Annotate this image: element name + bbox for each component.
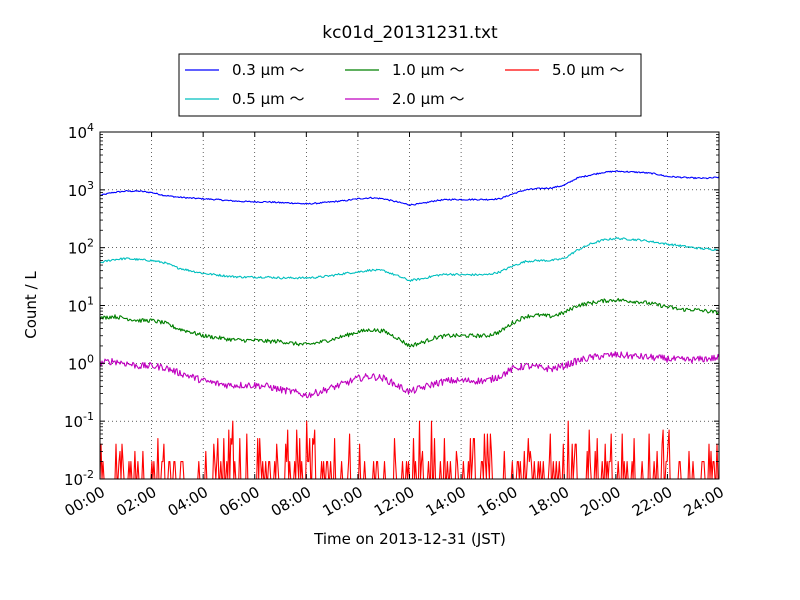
x-tick-label: 02:00 xyxy=(113,483,159,520)
legend-label-4: 2.0 μm ～ xyxy=(392,90,465,108)
legend: 0.3 μm ～ 0.5 μm ～ 1.0 μm ～ 2.0 μm ～ 5.0 μm ～ xyxy=(178,53,642,117)
grid xyxy=(99,131,720,480)
y-axis-label: Count / L xyxy=(22,271,40,339)
x-tick-label: 18:00 xyxy=(526,483,572,520)
series-line-3 xyxy=(99,297,720,348)
y-tick-label: 101 xyxy=(68,295,94,316)
y-tick-label: 103 xyxy=(68,179,94,200)
series-line-4 xyxy=(99,351,720,399)
x-axis-label: Time on 2013-12-31 (JST) xyxy=(313,530,506,548)
y-axis: 10-2 10-1 100 101 102 103 104 xyxy=(64,121,719,489)
series-line-5 xyxy=(99,420,719,480)
y-tick-label: 10-1 xyxy=(64,410,94,431)
y-tick-label: 10-2 xyxy=(64,468,94,489)
x-tick-label: 12:00 xyxy=(371,483,417,520)
x-tick-label: 14:00 xyxy=(423,483,469,520)
x-tick-label: 24:00 xyxy=(681,483,727,520)
y-tick-label: 104 xyxy=(68,121,94,142)
series-line-1 xyxy=(99,170,720,207)
x-tick-label: 08:00 xyxy=(268,483,314,520)
x-tick-label: 04:00 xyxy=(165,483,211,520)
legend-label-5: 5.0 μm ～ xyxy=(552,61,625,79)
legend-label-3: 1.0 μm ～ xyxy=(392,61,465,79)
x-tick-label: 16:00 xyxy=(474,483,520,520)
chart-title: kc01d_20131231.txt xyxy=(322,23,498,43)
x-tick-label: 22:00 xyxy=(629,483,675,520)
x-tick-label: 06:00 xyxy=(216,483,262,520)
x-tick-label: 10:00 xyxy=(319,483,365,520)
legend-label-2: 0.5 μm ～ xyxy=(232,90,305,108)
series-line-2 xyxy=(99,236,720,282)
x-tick-label: 20:00 xyxy=(577,483,623,520)
y-tick-label: 100 xyxy=(68,352,94,373)
y-tick-label: 102 xyxy=(68,237,94,258)
legend-box xyxy=(178,53,642,117)
legend-label-1: 0.3 μm ～ xyxy=(232,61,305,79)
